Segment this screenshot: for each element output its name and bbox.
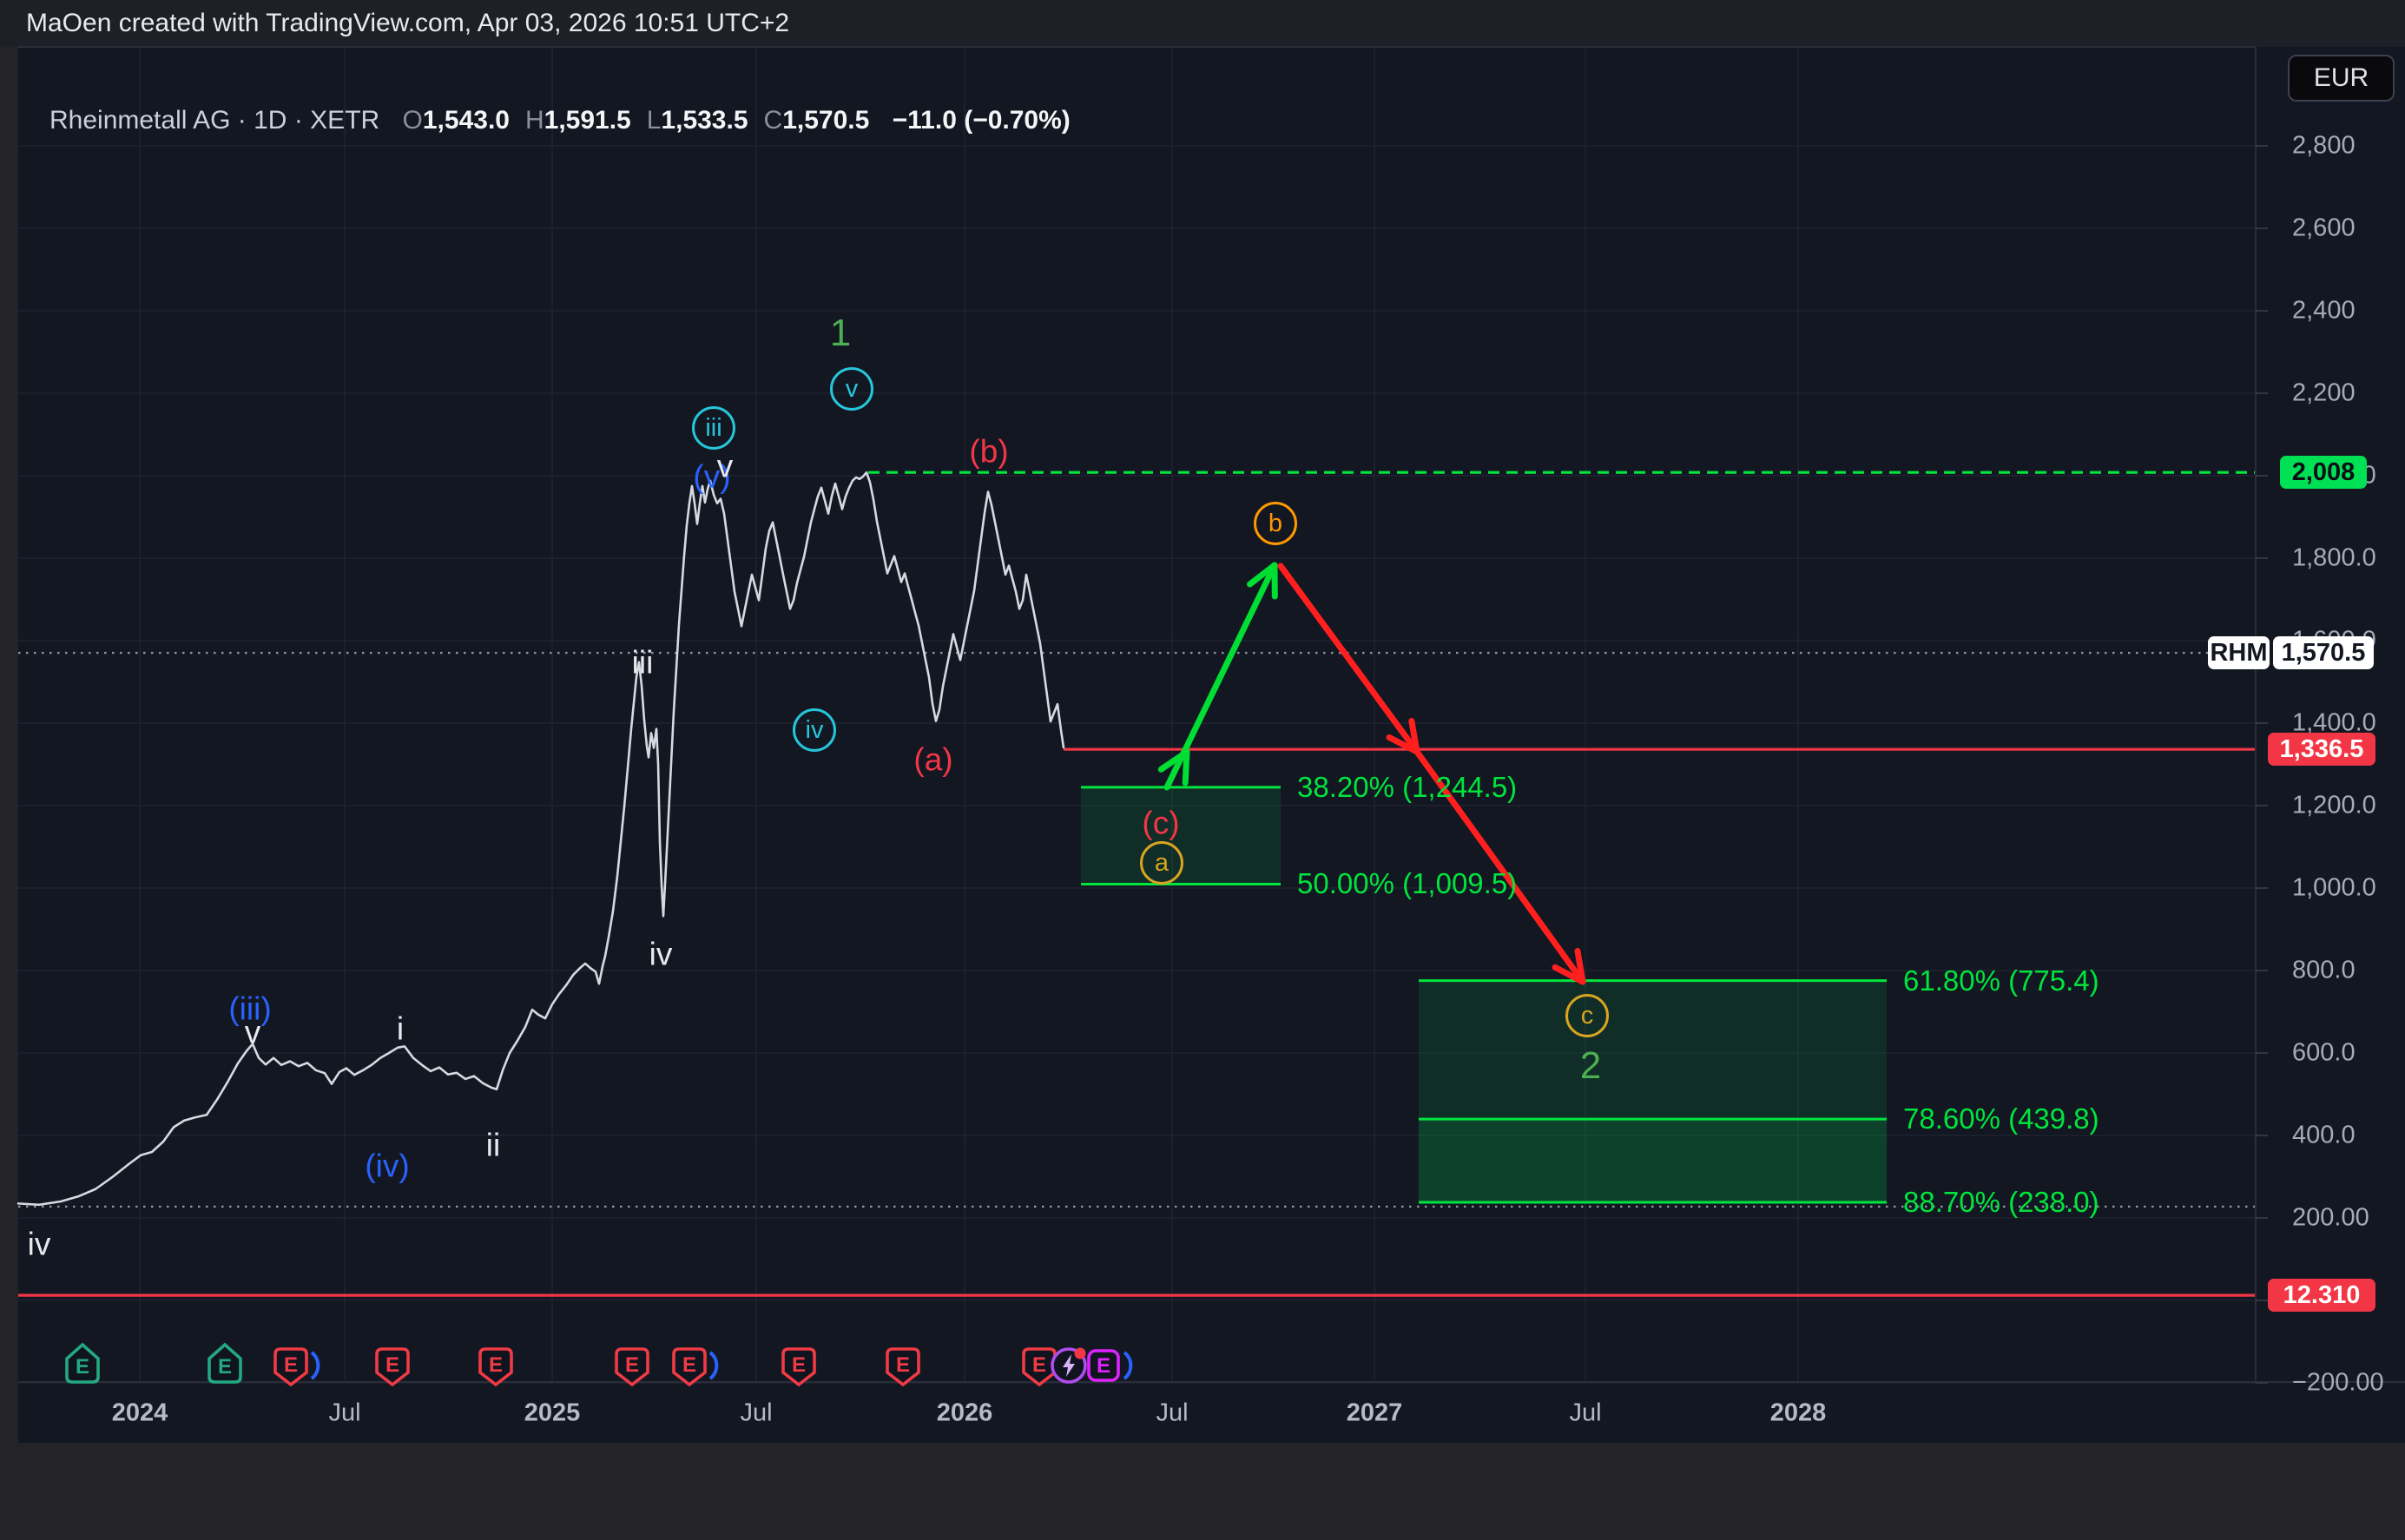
symbol-interval[interactable]: 1D xyxy=(254,106,287,135)
ohlc-value: 1,570.5 xyxy=(782,106,870,135)
ohlc-key: C xyxy=(763,106,783,135)
symbol-info-bar[interactable]: Rheinmetall AG · 1D · XETR O1,543.0 H1,59… xyxy=(49,106,1071,135)
projection-up-to-b-head xyxy=(1157,748,1190,773)
earnings-letter: E xyxy=(1097,1354,1110,1378)
symbol-title[interactable]: Rheinmetall AG xyxy=(49,106,231,135)
earnings-badge-earn_down[interactable]: E xyxy=(478,1347,513,1387)
earnings-badge-earn_down[interactable]: E xyxy=(781,1347,816,1387)
earnings-up-icon xyxy=(208,1342,242,1384)
earnings-letter: E xyxy=(682,1353,696,1377)
earnings-up-icon xyxy=(65,1342,100,1384)
earnings-letter: E xyxy=(284,1353,298,1377)
earnings-letter: E xyxy=(385,1353,399,1377)
earnings-down-icon xyxy=(273,1347,308,1387)
fib-retracement-2-fill[interactable] xyxy=(1419,980,1887,1120)
earnings-down-icon xyxy=(886,1347,920,1387)
earnings-down-icon xyxy=(672,1347,707,1387)
ohlc-value: 1,543.0 xyxy=(422,106,510,135)
earnings-letter: E xyxy=(792,1353,806,1377)
earnings-badge-earn_down[interactable]: E xyxy=(672,1347,719,1387)
earnings-badge-earn_down[interactable]: E xyxy=(1022,1347,1057,1387)
price-line-series xyxy=(16,471,1065,1207)
earnings-badge-earn_down[interactable]: E xyxy=(375,1347,410,1387)
earnings-letter: E xyxy=(896,1353,910,1377)
lightning-icon xyxy=(1063,1354,1075,1377)
earnings-badge-earn_down[interactable]: E xyxy=(886,1347,920,1387)
chart-area xyxy=(18,47,2405,1443)
earnings-badge-earn_down[interactable]: E xyxy=(615,1347,649,1387)
ohlc-value: 1,591.5 xyxy=(544,106,631,135)
projection-down-to-2[interactable] xyxy=(1277,563,1586,985)
projection-down-to-2-head xyxy=(1408,718,1420,755)
earnings-letter: E xyxy=(1032,1353,1046,1377)
ohlc-value: 1,533.5 xyxy=(661,106,748,135)
price-change: −11.0 (−0.70%) xyxy=(892,106,1071,135)
earnings-down-icon xyxy=(1022,1347,1057,1387)
ohlc-key: H xyxy=(524,106,544,135)
earnings-badge-earn_up[interactable]: E xyxy=(208,1342,242,1384)
currency-button[interactable]: EUR xyxy=(2288,55,2395,102)
watermark-text: MaOen created with TradingView.com, Apr … xyxy=(26,9,790,37)
projection-down-to-2-head xyxy=(1552,964,1586,985)
earnings-badge-frame[interactable]: E xyxy=(1087,1349,1133,1382)
earnings-badge-bolt[interactable] xyxy=(1051,1347,1087,1384)
overlap-badge-arc-icon xyxy=(708,1351,719,1380)
projection-down-to-2-head xyxy=(1574,948,1586,985)
overlap-badge-arc-icon xyxy=(1123,1351,1133,1380)
ohlc-key: L xyxy=(646,106,662,135)
earnings-letter: E xyxy=(489,1353,503,1377)
earnings-down-icon xyxy=(375,1347,410,1387)
ohlc-key: O xyxy=(402,106,423,135)
ohlc-values: O1,543.0 H1,591.5 L1,533.5 C1,570.5 xyxy=(387,106,870,135)
earnings-letter: E xyxy=(218,1355,232,1379)
earnings-down-icon xyxy=(615,1347,649,1387)
bottom-toolbar: TradingView xyxy=(0,1443,2405,1540)
earnings-letter: E xyxy=(625,1353,639,1377)
projection-down-to-2-head xyxy=(1386,734,1420,755)
symbol-exchange: XETR xyxy=(310,106,380,135)
projection-up-to-b-head xyxy=(1182,748,1190,786)
earnings-down-icon xyxy=(478,1347,513,1387)
earnings-letter: E xyxy=(76,1355,89,1379)
earnings-frame-icon xyxy=(1087,1349,1120,1382)
fib-retracement-2-fill[interactable] xyxy=(1419,1119,1887,1202)
earnings-badge-earn_down[interactable]: E xyxy=(273,1347,320,1387)
overlap-badge-arc-icon xyxy=(310,1351,320,1380)
earnings-badge-earn_up[interactable]: E xyxy=(65,1342,100,1384)
notification-dot-icon xyxy=(1074,1347,1086,1359)
watermark-bar: MaOen created with TradingView.com, Apr … xyxy=(0,0,2405,47)
projection-up-to-b-head xyxy=(1247,562,1278,588)
fib-retracement-1-fill[interactable] xyxy=(1081,786,1281,885)
earnings-down-icon xyxy=(781,1347,816,1387)
